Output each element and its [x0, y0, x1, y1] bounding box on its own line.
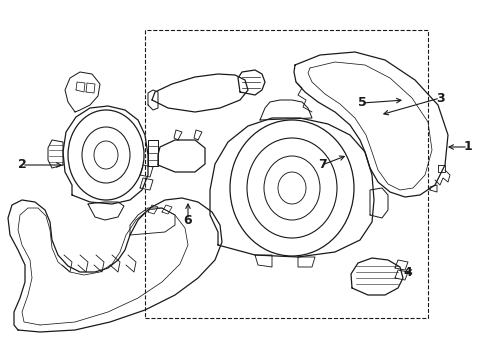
Text: 7: 7 — [318, 158, 326, 171]
Text: 6: 6 — [184, 213, 192, 226]
Text: 2: 2 — [18, 158, 26, 171]
Text: 3: 3 — [436, 91, 444, 104]
Text: 5: 5 — [358, 96, 367, 109]
Text: 4: 4 — [404, 266, 413, 279]
Text: 1: 1 — [464, 140, 472, 153]
